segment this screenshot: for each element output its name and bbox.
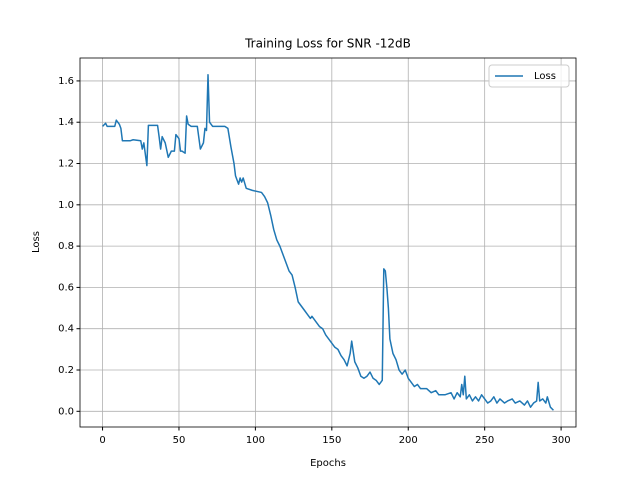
legend-label: Loss [534,71,556,82]
x-tick-label: 100 [246,435,265,446]
y-tick-label: 0.2 [58,365,74,376]
x-axis-label: Epochs [310,458,346,469]
plot-frame [79,57,577,428]
x-tick-label: 50 [173,435,186,446]
y-tick-label: 0.8 [58,241,74,252]
y-tick-label: 1.6 [58,76,74,87]
x-tick-label: 0 [99,435,105,446]
y-axis-label: Loss [31,231,42,253]
legend-box [488,64,570,88]
y-tick-label: 0.0 [58,406,74,417]
x-tick-label: 150 [322,435,341,446]
x-tick-label: 250 [475,435,494,446]
y-tick-label: 0.4 [58,324,74,335]
chart-title: Training Loss for SNR -12dB [244,37,411,51]
y-tick-label: 1.2 [58,159,74,170]
x-tick-label: 200 [399,435,418,446]
line-series [102,73,554,411]
y-tick-label: 1.0 [58,200,74,211]
y-tick-label: 1.4 [58,117,74,128]
x-tick-label: 300 [552,435,571,446]
y-tick-label: 0.6 [58,282,74,293]
